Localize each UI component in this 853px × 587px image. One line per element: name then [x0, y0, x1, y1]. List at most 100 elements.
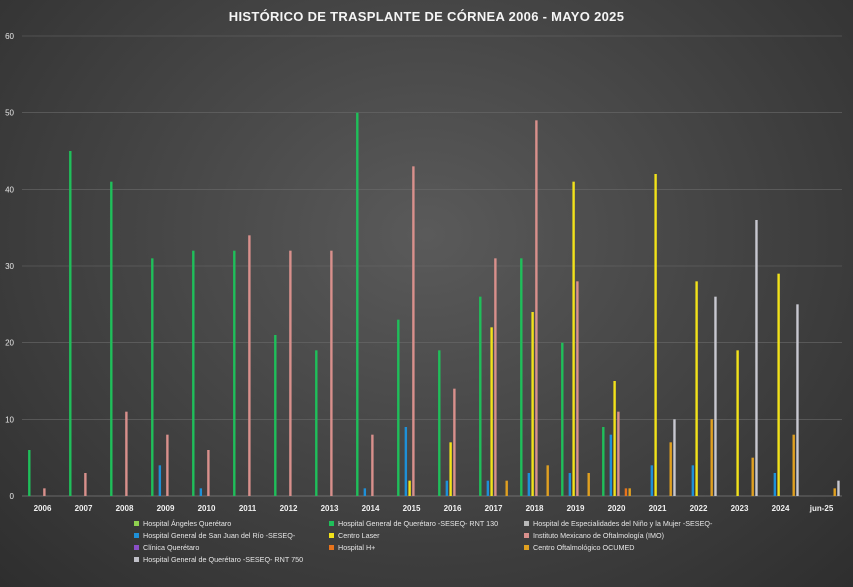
- x-tick-label: 2023: [731, 504, 749, 513]
- bar: [736, 350, 739, 496]
- legend-item: Hospital de Especialidades del Niño y la…: [524, 519, 784, 528]
- bar: [568, 473, 572, 496]
- x-tick-label: 2022: [690, 504, 708, 513]
- bar: [520, 258, 523, 496]
- bar: [691, 465, 695, 496]
- axes: 0 10 20 30 40 50 60 2006 2007 2008 2009 2010 2011 201…: [5, 32, 834, 513]
- bar: [773, 473, 777, 496]
- bar: [669, 442, 672, 496]
- bar: [69, 151, 72, 496]
- legend-label: Instituto Mexicano de Oftalmología (IMO): [533, 531, 665, 540]
- bar: [833, 488, 836, 496]
- x-tick-label: 2013: [321, 504, 339, 513]
- bar: [330, 250, 333, 496]
- legend-item: Hospital H+: [329, 543, 524, 552]
- x-tick-label: 2018: [526, 504, 544, 513]
- bar: [404, 427, 408, 496]
- bar: [110, 181, 113, 497]
- x-tick-label: 2017: [485, 504, 503, 513]
- bar: [43, 488, 46, 496]
- legend-item: Hospital Ángeles Querétaro: [134, 519, 329, 528]
- x-tick-label: 2009: [157, 504, 175, 513]
- legend-label: Centro Oftalmológico OCUMED: [533, 543, 635, 552]
- bar: [695, 281, 698, 496]
- legend-label: Hospital Ángeles Querétaro: [143, 519, 232, 528]
- bar: [248, 235, 251, 496]
- x-tick-label: 2011: [239, 504, 257, 513]
- x-tick-label: jun-25: [809, 504, 834, 513]
- bar: [84, 473, 87, 496]
- legend-label: Hospital H+: [338, 543, 376, 552]
- legend-swatch: [329, 533, 334, 538]
- bar: [274, 335, 277, 496]
- bar: [445, 480, 449, 496]
- bar: [371, 434, 374, 496]
- x-tick-label: 2006: [34, 504, 52, 513]
- bars: [28, 112, 840, 497]
- bar: [609, 434, 613, 496]
- bar: [714, 296, 717, 496]
- bar: [289, 250, 292, 496]
- bar: [408, 480, 411, 496]
- bar: [572, 181, 575, 497]
- bar: [233, 250, 236, 496]
- bar: [486, 480, 490, 496]
- bar: [617, 411, 620, 496]
- bar: [796, 304, 799, 496]
- bar: [792, 434, 795, 496]
- gridlines: [22, 35, 842, 497]
- bar: [505, 480, 508, 496]
- bar: [158, 465, 162, 496]
- bar: [613, 381, 616, 496]
- legend-item: Clínica Querétaro: [134, 543, 329, 552]
- legend-swatch: [134, 533, 139, 538]
- legend-swatch: [134, 521, 139, 526]
- x-tick-label: 2024: [772, 504, 790, 513]
- bar: [397, 319, 400, 496]
- bar: [602, 427, 605, 496]
- bar: [535, 120, 538, 496]
- bar: [315, 350, 318, 496]
- legend-item: Hospital General de Querétaro -SESEQ- RN…: [134, 555, 329, 564]
- legend-item: Centro Oftalmológico OCUMED: [524, 543, 784, 552]
- x-tick-label: 2020: [608, 504, 626, 513]
- x-tick-label: 2012: [280, 504, 298, 513]
- x-tick-label: 2016: [444, 504, 462, 513]
- legend-label: Hospital General de Querétaro -SESEQ- RN…: [338, 519, 499, 528]
- legend-label: Hospital de Especialidades del Niño y la…: [533, 519, 713, 528]
- y-tick-label: 10: [5, 415, 14, 424]
- x-tick-label: 2007: [75, 504, 93, 513]
- bar: [628, 488, 631, 496]
- legend-swatch: [134, 557, 139, 562]
- bar: [546, 465, 549, 496]
- bar: [527, 473, 531, 496]
- legend-swatch: [524, 533, 529, 538]
- bar: [587, 473, 590, 496]
- bar: [561, 342, 564, 496]
- bar: [479, 296, 482, 496]
- legend-swatch: [329, 545, 334, 550]
- legend-item: Hospital General de San Juan del Río -SE…: [134, 531, 329, 540]
- bar: [673, 419, 676, 496]
- bar: [28, 450, 31, 496]
- bar: [453, 388, 456, 496]
- y-tick-label: 20: [5, 339, 14, 348]
- bar: [837, 480, 840, 496]
- bar: [356, 112, 359, 497]
- chart-title: HISTÓRICO DE TRASPLANTE DE CÓRNEA 2006 -…: [228, 9, 625, 24]
- legend-label: Centro Laser: [338, 531, 380, 540]
- x-tick-label: 2015: [403, 504, 421, 513]
- bar: [438, 350, 441, 496]
- x-tick-label: 2019: [567, 504, 585, 513]
- y-tick-label: 60: [5, 32, 14, 41]
- x-tick-label: 2021: [649, 504, 667, 513]
- bar: [125, 411, 128, 496]
- bar: [654, 174, 657, 496]
- legend-label: Hospital General de Querétaro -SESEQ- RN…: [143, 555, 304, 564]
- bar: [151, 258, 154, 496]
- legend: Hospital Ángeles Querétaro Hospital Gener…: [134, 519, 834, 564]
- bar: [166, 434, 169, 496]
- bar: [494, 258, 497, 496]
- legend-swatch: [134, 545, 139, 550]
